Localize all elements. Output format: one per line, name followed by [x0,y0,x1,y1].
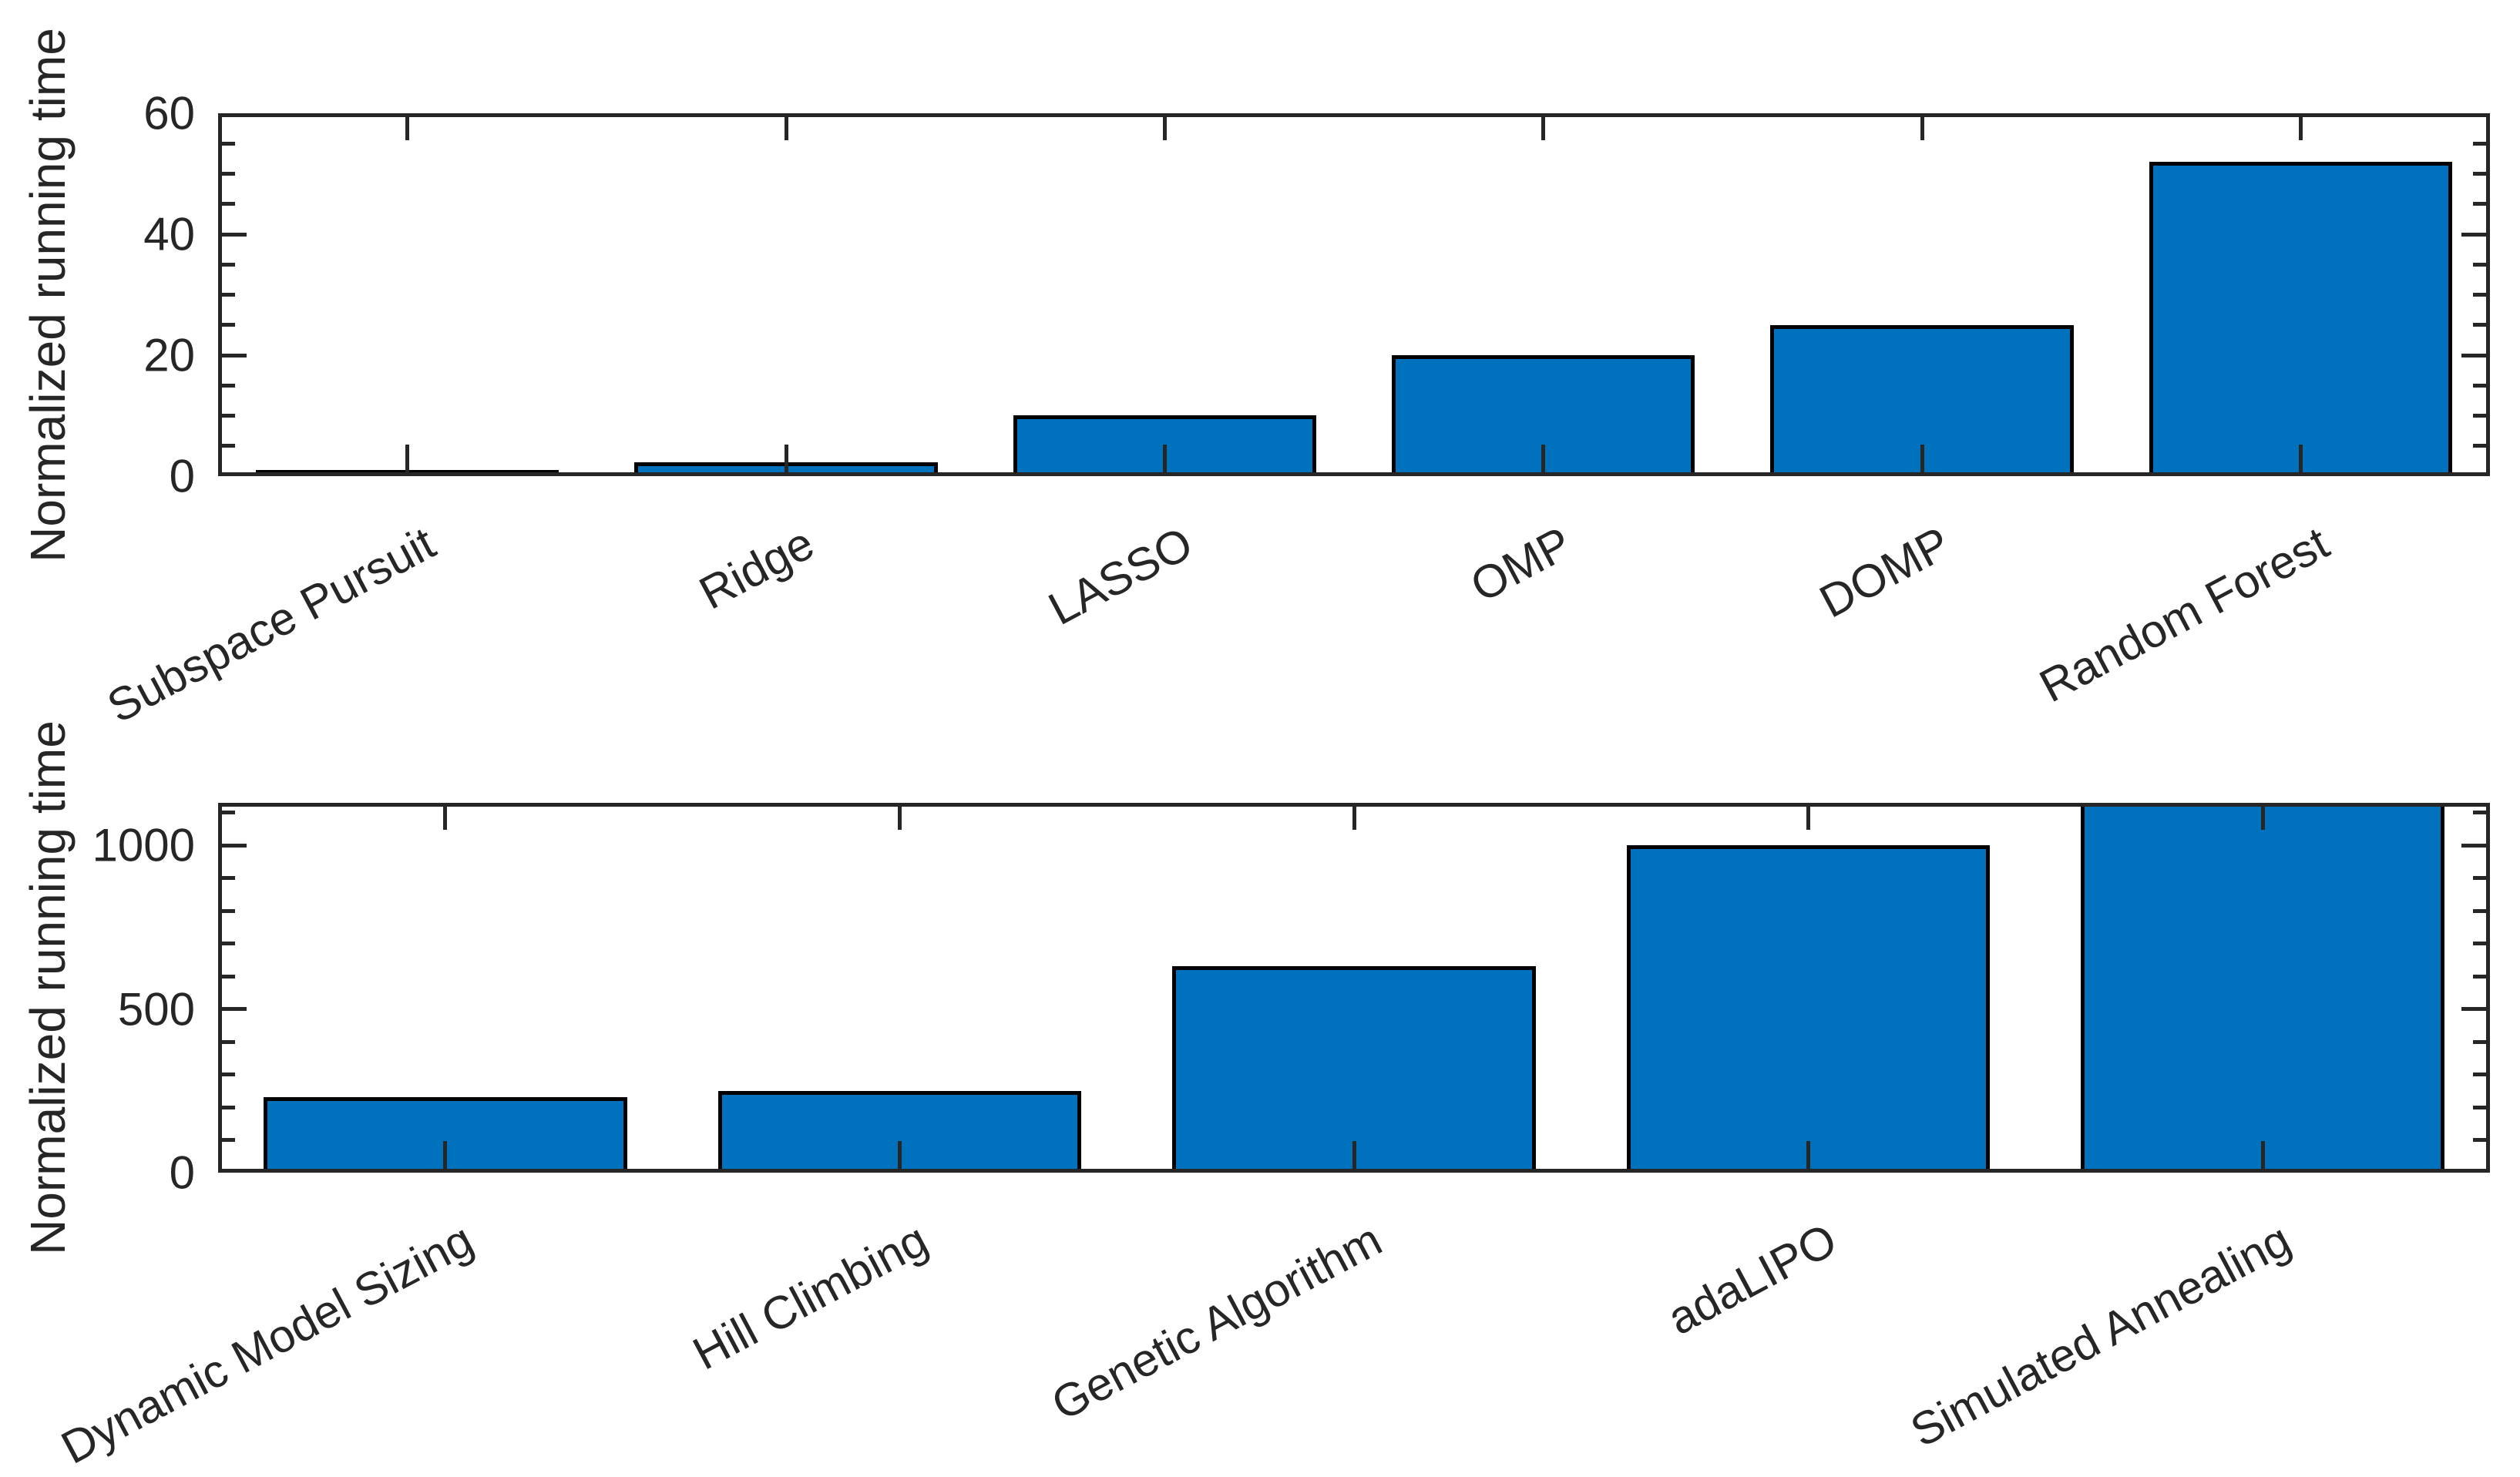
x-category-tick-top [405,117,410,140]
y-tick-label: 0 [169,450,195,502]
y-tick-right-minor [2473,1105,2486,1109]
x-category-tick-bottom [1352,1141,1356,1169]
x-category-tick-bottom [1920,445,1924,472]
axes-box [218,803,2490,1173]
y-tick-right-minor [2473,942,2486,946]
x-category-label-adalipo: adaLIPO [1658,1213,1845,1345]
y-tick-left-minor [222,293,235,297]
y-axis-label: Normalized running time [20,27,76,562]
y-tick-label: 500 [117,983,195,1036]
x-category-label-lasso: LASSO [1040,516,1201,635]
y-tick-right-minor [2473,262,2486,267]
x-category-label-subspace-pursuit: Subspace Pursuit [99,516,444,733]
y-tick-label: 20 [143,329,195,381]
y-tick-left-major [222,1007,247,1012]
y-tick-right-minor [2473,323,2486,327]
bar-genetic-algorithm [1172,966,1536,1173]
y-tick-left-minor [222,172,235,176]
y-tick-left-minor [222,1138,235,1143]
x-category-tick-top [2298,117,2303,140]
x-category-tick-bottom [2260,1141,2265,1169]
y-tick-left-minor [222,444,235,448]
y-tick-right-minor [2473,1039,2486,1044]
x-category-tick-top [2260,807,2265,830]
x-category-label-simulated-annealing: Simulated Annealing [1902,1213,2300,1457]
x-category-label-hill-climbing: Hill Climbing [684,1213,936,1380]
y-tick-left-major [222,353,247,358]
x-category-tick-top [1541,117,1546,140]
x-category-tick-top [1806,807,1811,830]
y-tick-right-major [2461,353,2486,358]
y-tick-left-major [222,843,247,848]
axes-box [218,113,2490,476]
y-tick-right-major [2461,232,2486,237]
y-tick-left-minor [222,1105,235,1109]
x-category-tick-bottom [405,445,410,472]
x-category-tick-top [443,807,448,830]
y-tick-right-minor [2473,414,2486,418]
y-tick-right-minor [2473,141,2486,146]
y-tick-right-major [2461,1007,2486,1012]
bar-adalipo [1626,845,1991,1173]
y-tick-right-minor [2473,172,2486,176]
y-tick-left-major [222,232,247,237]
x-category-label-genetic-algorithm: Genetic Algorithm [1043,1213,1390,1431]
x-category-tick-top [1162,117,1167,140]
y-tick-right-minor [2473,811,2486,815]
x-category-tick-top [1352,807,1356,830]
y-tick-right-minor [2473,293,2486,297]
y-tick-left-minor [222,414,235,418]
y-tick-left-minor [222,141,235,146]
y-tick-right-minor [2473,1073,2486,1077]
x-category-tick-bottom [784,445,788,472]
bar-simulated-annealing [2081,803,2445,1173]
y-tick-right-minor [2473,908,2486,913]
y-tick-right-minor [2473,383,2486,388]
x-category-tick-bottom [897,1141,902,1169]
y-tick-left-minor [222,323,235,327]
x-category-tick-top [784,117,788,140]
y-tick-right-major [2461,843,2486,848]
x-category-label-random-forest: Random Forest [2031,516,2337,713]
x-category-label-ridge: Ridge [691,516,822,619]
y-tick-left-minor [222,1039,235,1044]
y-tick-label: 60 [143,87,195,139]
x-category-tick-bottom [443,1141,448,1169]
y-axis-label: Normalized running time [20,720,76,1255]
x-category-label-domp: DOMP [1811,516,1958,628]
y-tick-left-minor [222,876,235,881]
y-tick-left-minor [222,811,235,815]
y-tick-label: 0 [169,1146,195,1199]
x-category-tick-top [1920,117,1924,140]
x-category-label-dynamic-model-sizing: Dynamic Model Sizing [53,1213,482,1474]
y-tick-right-minor [2473,444,2486,448]
y-tick-left-minor [222,974,235,979]
y-tick-right-minor [2473,974,2486,979]
x-category-tick-bottom [1162,445,1167,472]
y-tick-left-minor [222,262,235,267]
x-category-tick-bottom [1541,445,1546,472]
y-tick-left-minor [222,942,235,946]
x-category-tick-top [897,807,902,830]
x-category-label-omp: OMP [1462,516,1580,613]
y-tick-label: 1000 [92,819,195,871]
y-tick-right-minor [2473,1138,2486,1143]
y-tick-label: 40 [143,208,195,260]
x-category-tick-bottom [2298,445,2303,472]
bar-random-forest [2149,162,2452,476]
y-tick-right-minor [2473,876,2486,881]
y-tick-left-minor [222,202,235,206]
y-tick-left-minor [222,383,235,388]
y-tick-left-minor [222,908,235,913]
y-tick-left-minor [222,1073,235,1077]
x-category-tick-bottom [1806,1141,1811,1169]
y-tick-right-minor [2473,202,2486,206]
